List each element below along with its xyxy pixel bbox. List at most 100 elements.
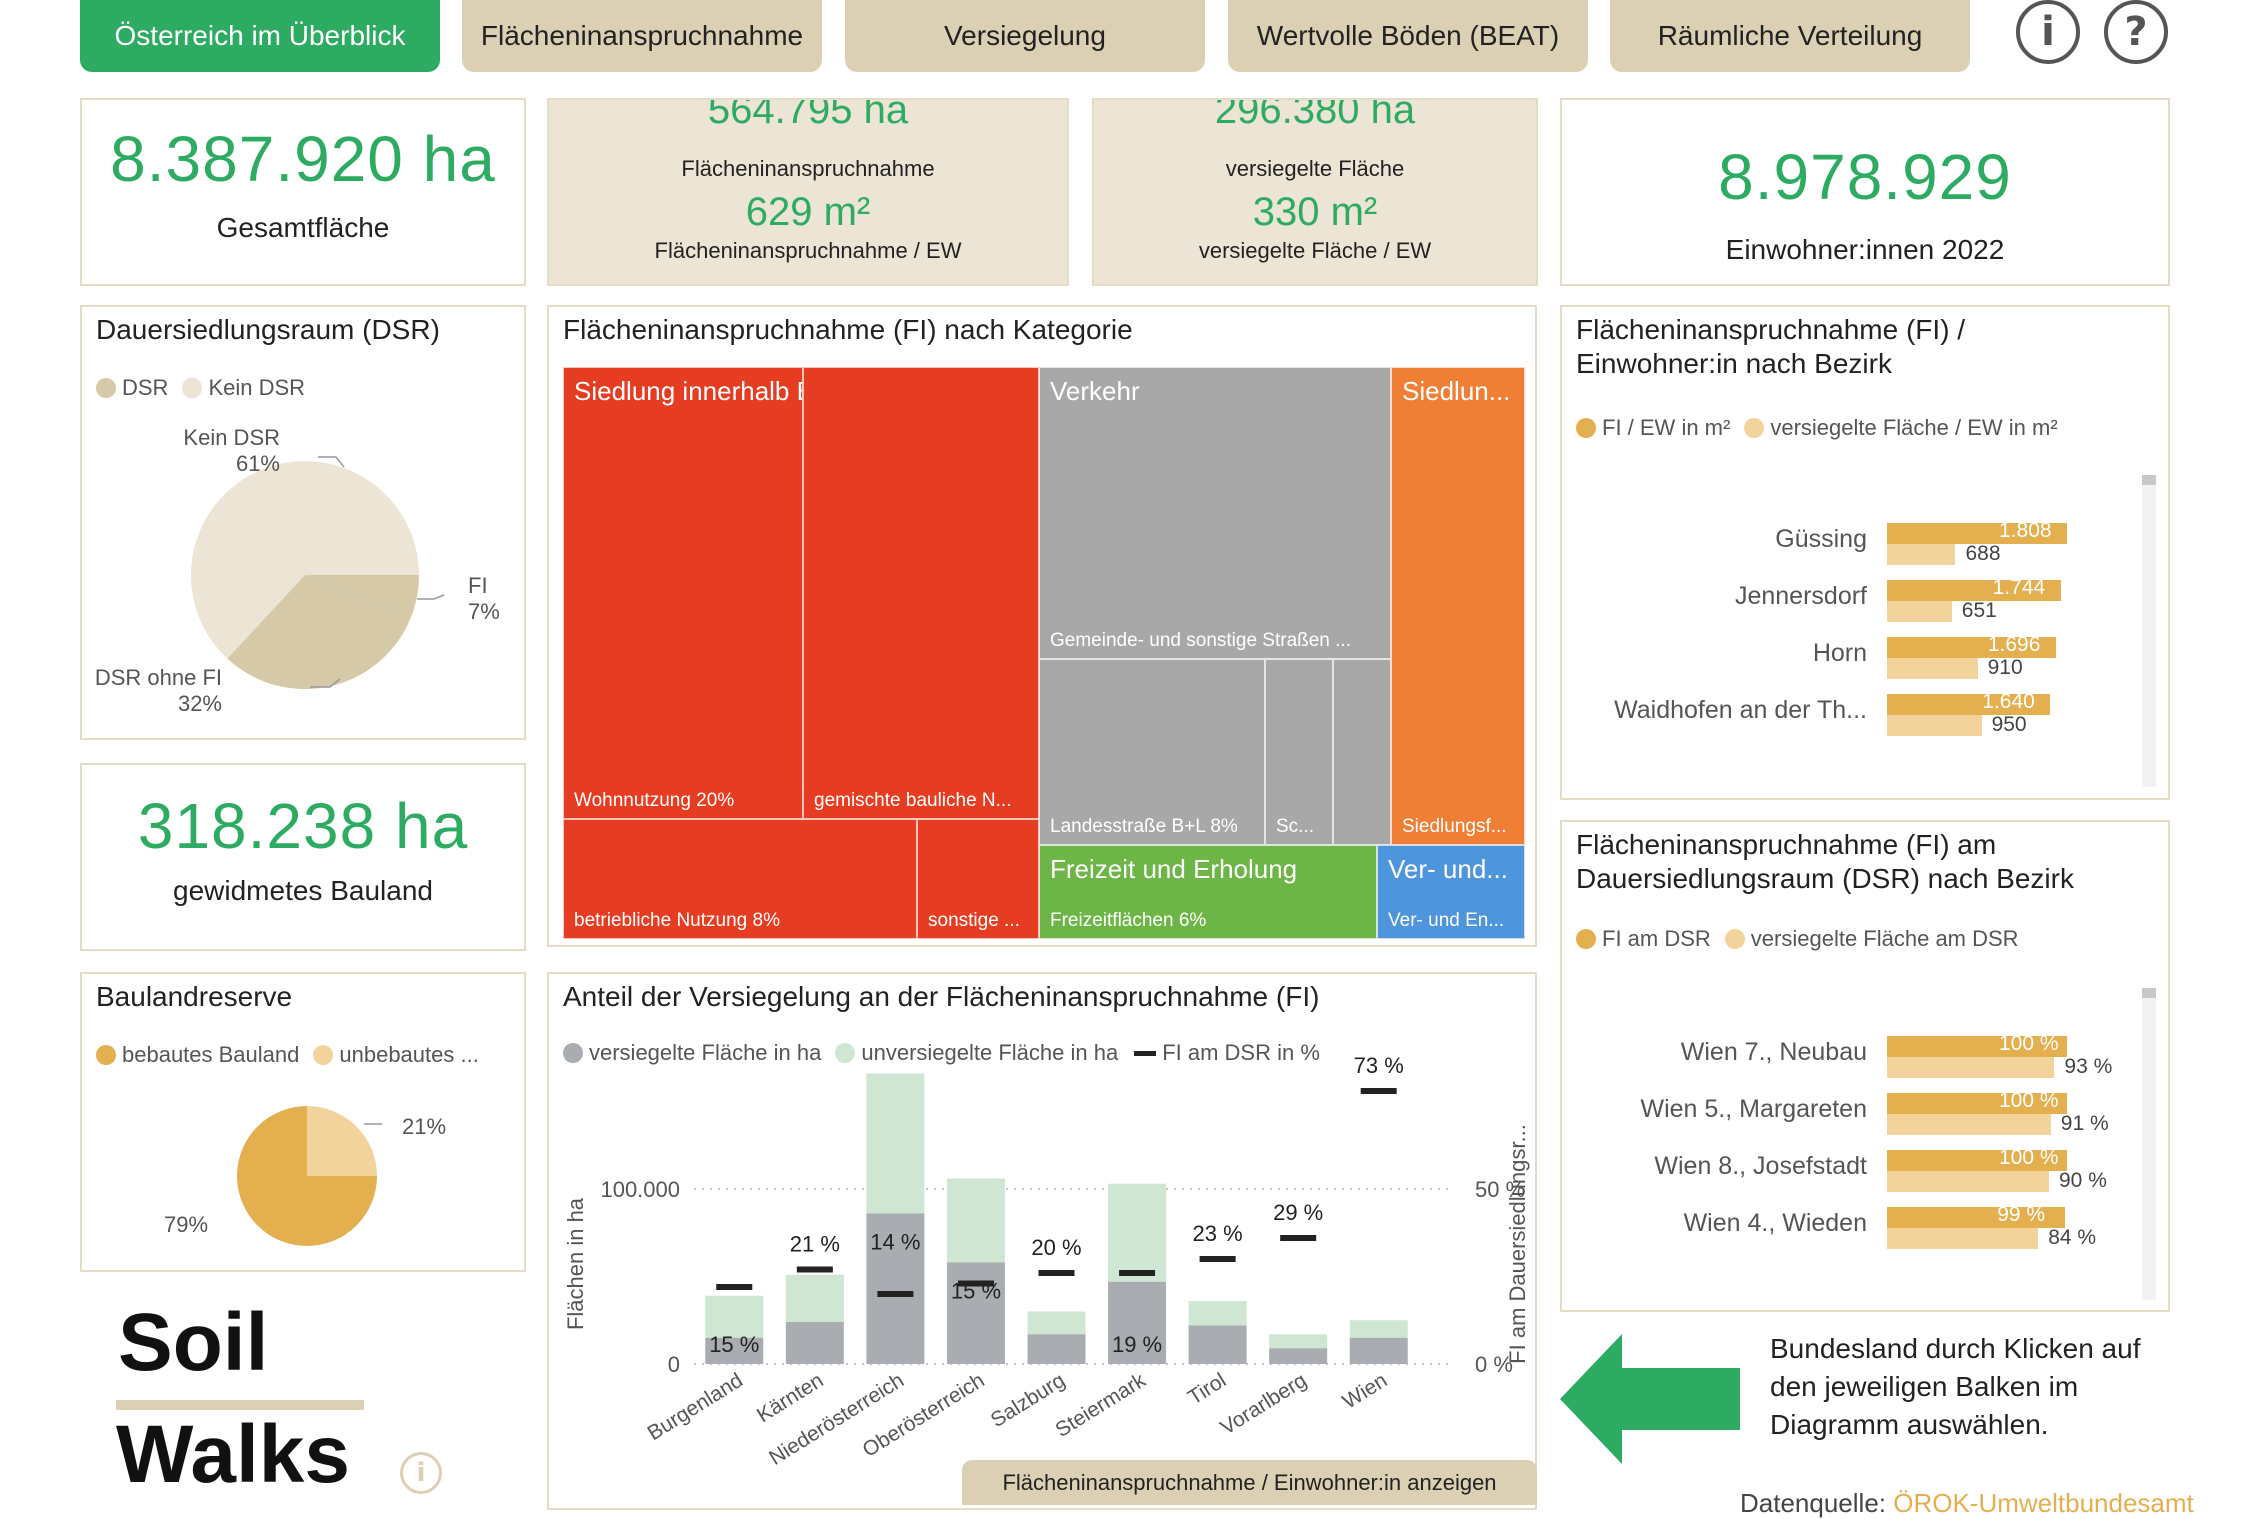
- legend-unbebautes-bauland[interactable]: unbebautes ...: [339, 1042, 479, 1067]
- bar-sealed-5[interactable]: [1108, 1281, 1167, 1364]
- bar-secondary[interactable]: [1887, 544, 1956, 565]
- scrollbar-thumb[interactable]: [2142, 988, 2156, 998]
- tab-wertvolle-boeden[interactable]: Wertvolle Böden (BEAT): [1228, 0, 1588, 72]
- bar-secondary[interactable]: [1887, 1057, 2055, 1078]
- bar-primary-value: 100 %: [1999, 1089, 2059, 1112]
- bar-unsealed-2[interactable]: [866, 1073, 925, 1214]
- bar-primary[interactable]: [1887, 1036, 2067, 1057]
- treemap-cell-freizeit[interactable]: Freizeit und Erholung Freizeitflächen 6%: [1039, 845, 1377, 939]
- bar-secondary[interactable]: [1887, 1171, 2049, 1192]
- bar-primary[interactable]: [1887, 1150, 2067, 1171]
- bar-primary-value: 100 %: [1999, 1032, 2059, 1055]
- legend-unsealed[interactable]: unversiegelte Fläche in ha: [861, 1040, 1119, 1065]
- x-category-label-5[interactable]: Steiermark: [1051, 1368, 1150, 1442]
- fi-dsr-legend-dot: [1576, 929, 1596, 949]
- bar-primary[interactable]: [1887, 523, 2067, 544]
- bar-sealed-3[interactable]: [946, 1262, 1005, 1365]
- bar-sealed-1[interactable]: [785, 1322, 844, 1364]
- kpi-building-land-card: 318.238 ha gewidmetes Bauland: [80, 763, 526, 951]
- treemap-cell-label: betriebliche Nutzung 8%: [574, 910, 780, 931]
- legend-fi-dsr-pct[interactable]: FI am DSR in %: [1162, 1040, 1320, 1065]
- treemap-cell-wohnnutzung[interactable]: Siedlung innerhalb Baulandwidmung Wohnnu…: [563, 367, 803, 819]
- fi-ew-scrollbar[interactable]: [2142, 475, 2156, 787]
- bar-unsealed-4[interactable]: [1027, 1311, 1086, 1335]
- versiegelung-chart[interactable]: 0 100.000 0 % 50 % Flächen in ha FI am Dauers…: [549, 974, 1539, 1512]
- bar-sealed-0[interactable]: [705, 1337, 764, 1364]
- bar-secondary[interactable]: [1887, 601, 1952, 622]
- y2-tick-label: 0 %: [1475, 1352, 1513, 1377]
- info-icon[interactable]: i: [2016, 0, 2080, 64]
- legend-bebautes-bauland[interactable]: bebautes Bauland: [122, 1042, 300, 1067]
- bar-sealed-8[interactable]: [1349, 1337, 1408, 1364]
- bar-unsealed-1[interactable]: [785, 1274, 844, 1322]
- unbebaut-legend-dot: [313, 1045, 334, 1065]
- x-category-label-8[interactable]: Wien: [1339, 1369, 1392, 1414]
- bar-data-label-8: 73 %: [1354, 1053, 1404, 1078]
- bar-secondary[interactable]: [1887, 1228, 2039, 1249]
- legend-fi-dsr[interactable]: FI am DSR: [1602, 926, 1711, 951]
- bar-unsealed-3[interactable]: [946, 1178, 1005, 1263]
- bar-data-label-1: 21 %: [790, 1232, 840, 1257]
- treemap-cell-landesstrasse[interactable]: Landesstraße B+L 8%: [1039, 659, 1265, 845]
- bar-primary[interactable]: [1887, 580, 2061, 601]
- bar-primary[interactable]: [1887, 694, 2051, 715]
- baulandreserve-pie[interactable]: [82, 974, 528, 1274]
- bar-primary[interactable]: [1887, 637, 2056, 658]
- legend-fi-ew[interactable]: FI / EW in m²: [1602, 415, 1731, 440]
- x-category-label-0[interactable]: Burgenland: [644, 1369, 747, 1445]
- treemap-cell-siedlungsfreiflaeche[interactable]: Siedlun... Siedlungsf...: [1391, 367, 1525, 845]
- legend-sealed-dsr[interactable]: versiegelte Fläche am DSR: [1750, 926, 2019, 951]
- bar-row-label: Jennersdorf: [1734, 582, 1867, 610]
- y-axis-title: Flächen in ha: [563, 1197, 588, 1330]
- treemap-cell-gemeindestrassen[interactable]: Verkehr Gemeinde- und sonstige Straßen .…: [1039, 367, 1391, 659]
- bar-sealed-2[interactable]: [866, 1213, 925, 1365]
- bar-unsealed-0[interactable]: [705, 1295, 764, 1338]
- kein-dsr-leader-line: [318, 456, 345, 468]
- bar-unsealed-6[interactable]: [1188, 1301, 1247, 1326]
- bar-primary[interactable]: [1887, 1093, 2067, 1114]
- bar-secondary[interactable]: [1887, 658, 1978, 679]
- dsr-legend-kein-dsr[interactable]: Kein DSR: [208, 375, 306, 400]
- fi-dsr-bar-chart[interactable]: Wien 7., Neubau 100 % 93 % Wien 5., Margare…: [1562, 822, 2172, 1314]
- tab-flaecheninanspruchnahme[interactable]: Flächeninanspruchnahme: [462, 0, 822, 72]
- dsr-legend-dsr[interactable]: DSR: [122, 375, 169, 400]
- legend-sealed-ew[interactable]: versiegelte Fläche / EW in m²: [1770, 415, 2058, 440]
- treemap-cell-label: gemischte bauliche N...: [814, 790, 1012, 811]
- bar-sealed-7[interactable]: [1269, 1348, 1328, 1364]
- tab-versiegelung[interactable]: Versiegelung: [845, 0, 1205, 72]
- treemap-cell-ver-entsorgung[interactable]: Ver- und... Ver- und En...: [1377, 845, 1525, 939]
- fi-dsr-scrollbar[interactable]: [2142, 988, 2156, 1300]
- treemap-cell-betrieblich[interactable]: betriebliche Nutzung 8%: [563, 819, 917, 939]
- bar-primary-value: 100 %: [1999, 1146, 2059, 1169]
- bar-unsealed-7[interactable]: [1269, 1334, 1328, 1349]
- logo-info-icon[interactable]: i: [400, 1452, 442, 1494]
- bar-secondary[interactable]: [1887, 715, 1982, 736]
- show-fi-per-capita-button[interactable]: Flächeninanspruchnahme / Einwohner:in an…: [962, 1460, 1537, 1505]
- treemap-cell-sonstige[interactable]: sonstige ...: [917, 819, 1039, 939]
- legend-sealed[interactable]: versiegelte Fläche in ha: [589, 1040, 822, 1065]
- bar-secondary-value: 84 %: [2048, 1226, 2097, 1249]
- x-category-label-2[interactable]: Niederösterreich: [765, 1369, 908, 1470]
- bar-unsealed-5[interactable]: [1108, 1183, 1167, 1282]
- tab-oesterreich-ueberblick[interactable]: Österreich im Überblick: [80, 0, 440, 72]
- x-category-label-6[interactable]: Tirol: [1184, 1369, 1230, 1410]
- help-icon[interactable]: ?: [2104, 0, 2168, 64]
- pie-slice-dsr-ohne-fi: [227, 575, 411, 690]
- bar-sealed-4[interactable]: [1027, 1334, 1086, 1364]
- dsr-pie[interactable]: [82, 307, 528, 742]
- fi-ew-bar-chart[interactable]: Güssing 1.808 688 Jennersdorf 1.744 651 Horn 1.…: [1562, 307, 2172, 802]
- x-category-label-7[interactable]: Vorarlberg: [1216, 1369, 1310, 1440]
- tab-raeumliche-verteilung[interactable]: Räumliche Verteilung: [1610, 0, 1970, 72]
- treemap-cell-gemischt[interactable]: gemischte bauliche N...: [803, 367, 1039, 819]
- footer-source-link[interactable]: ÖROK-Umweltbundesamt: [1893, 1488, 2194, 1518]
- treemap-cell-verkehr-other[interactable]: [1333, 659, 1391, 845]
- bar-secondary[interactable]: [1887, 1114, 2051, 1135]
- bar-sealed-6[interactable]: [1188, 1325, 1247, 1365]
- treemap-cell-schiene[interactable]: Sc...: [1265, 659, 1333, 845]
- bar-primary[interactable]: [1887, 1207, 2066, 1228]
- bar-secondary-value: 90 %: [2059, 1169, 2107, 1192]
- treemap[interactable]: Siedlung innerhalb Baulandwidmung Wohnnu…: [563, 367, 1525, 939]
- fi-ew-legend-dot: [1576, 418, 1596, 438]
- scrollbar-thumb[interactable]: [2142, 475, 2156, 485]
- bar-unsealed-8[interactable]: [1349, 1320, 1408, 1338]
